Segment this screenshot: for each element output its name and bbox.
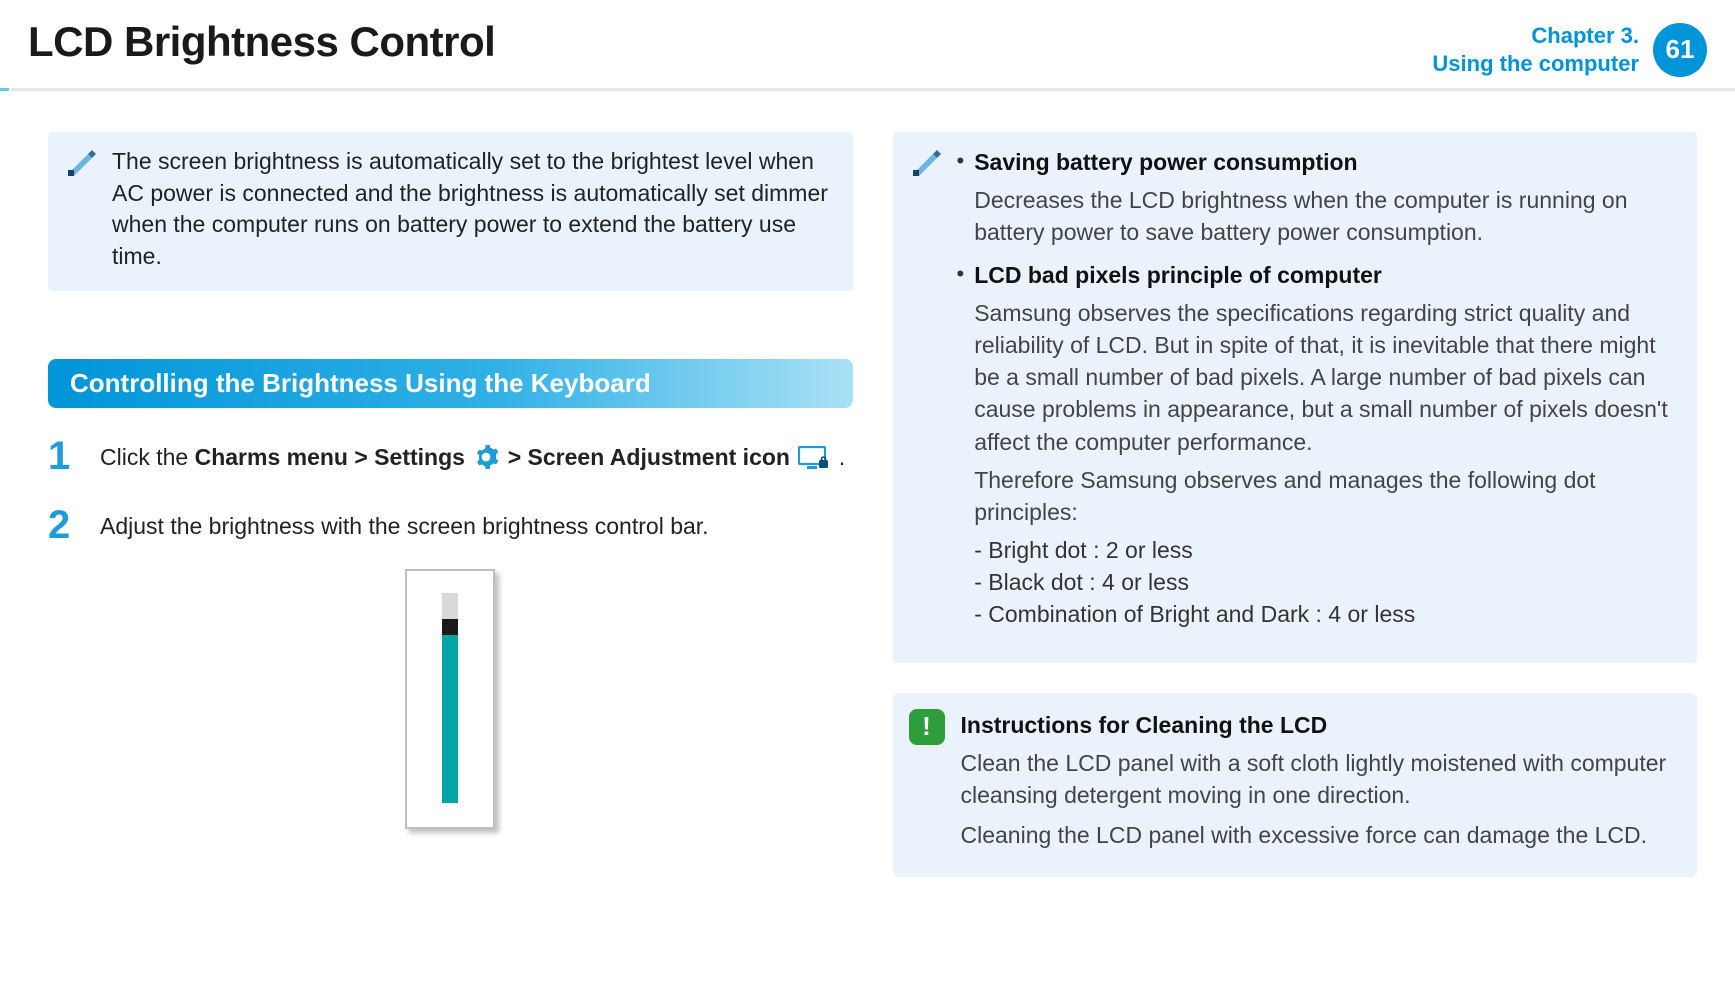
important-title: Instructions for Cleaning the LCD	[961, 709, 1678, 741]
note-pencil-icon	[66, 146, 98, 273]
note-item-2: • LCD bad pixels principle of computer S…	[957, 259, 1678, 631]
brightness-slider-track	[442, 593, 458, 803]
right-column: • Saving battery power consumption Decre…	[893, 132, 1698, 877]
note-1-title: Saving battery power consumption	[974, 146, 1677, 178]
section-heading: Controlling the Brightness Using the Key…	[48, 359, 853, 408]
note-2-dash-list: - Bright dot : 2 or less - Black dot : 4…	[974, 534, 1677, 631]
steps-list: 1 Click the Charms menu > Settings > Scr…	[48, 436, 853, 545]
monitor-lock-icon	[798, 445, 830, 481]
info-note-text: The screen brightness is automatically s…	[112, 146, 833, 273]
important-para-2: Cleaning the LCD panel with excessive fo…	[961, 819, 1678, 851]
step-1-number: 1	[48, 436, 82, 481]
chapter-line-2: Using the computer	[1432, 50, 1639, 78]
step-2-body: Adjust the brightness with the screen br…	[100, 505, 709, 545]
header-divider	[0, 88, 1735, 91]
slider-thumb	[442, 619, 458, 635]
chapter-block: Chapter 3. Using the computer 61	[1432, 22, 1707, 77]
page-number-badge: 61	[1653, 23, 1707, 77]
note-item-2-content: LCD bad pixels principle of computer Sam…	[974, 259, 1677, 631]
left-column: The screen brightness is automatically s…	[48, 132, 853, 877]
slider-track-fill	[442, 635, 458, 803]
step-1-bold-1: Charms menu > Settings	[195, 444, 465, 470]
note-2-para-1: Samsung observes the specifications rega…	[974, 297, 1677, 458]
note-item-1-content: Saving battery power consumption Decreas…	[974, 146, 1677, 249]
bullet-dot: •	[957, 146, 965, 249]
step-1-bold-2: Screen Adjustment icon	[528, 444, 790, 470]
gear-icon	[473, 444, 499, 481]
exclamation-icon: !	[909, 709, 945, 745]
dash-2: - Black dot : 4 or less	[974, 566, 1677, 598]
step-1-body: Click the Charms menu > Settings > Scree…	[100, 436, 845, 481]
dash-3: - Combination of Bright and Dark : 4 or …	[974, 598, 1677, 630]
step-2-number: 2	[48, 505, 82, 545]
note-pencil-icon	[911, 146, 943, 641]
note-item-1: • Saving battery power consumption Decre…	[957, 146, 1678, 249]
step-2: 2 Adjust the brightness with the screen …	[48, 505, 853, 545]
step-1-pre: Click the	[100, 444, 195, 470]
important-para-1: Clean the LCD panel with a soft cloth li…	[961, 747, 1678, 811]
info-note-box: The screen brightness is automatically s…	[48, 132, 853, 291]
brightness-slider-figure	[405, 569, 495, 829]
note-1-para-1: Decreases the LCD brightness when the co…	[974, 184, 1677, 248]
page-title: LCD Brightness Control	[28, 18, 495, 66]
dash-1: - Bright dot : 2 or less	[974, 534, 1677, 566]
page-header: LCD Brightness Control Chapter 3. Using …	[0, 0, 1735, 90]
bullet-dot: •	[957, 259, 965, 631]
chapter-text: Chapter 3. Using the computer	[1432, 22, 1639, 77]
notes-box: • Saving battery power consumption Decre…	[893, 132, 1698, 663]
note-2-title: LCD bad pixels principle of computer	[974, 259, 1677, 291]
notes-list: • Saving battery power consumption Decre…	[957, 146, 1678, 641]
step-1-post: .	[839, 444, 845, 470]
note-2-para-2: Therefore Samsung observes and manages t…	[974, 464, 1677, 528]
content-columns: The screen brightness is automatically s…	[0, 90, 1735, 877]
step-1-sep: >	[501, 444, 527, 470]
chapter-line-1: Chapter 3.	[1432, 22, 1639, 50]
step-1: 1 Click the Charms menu > Settings > Scr…	[48, 436, 853, 481]
important-body: Instructions for Cleaning the LCD Clean …	[961, 709, 1678, 860]
important-box: ! Instructions for Cleaning the LCD Clea…	[893, 693, 1698, 878]
slider-track-upper	[442, 593, 458, 619]
